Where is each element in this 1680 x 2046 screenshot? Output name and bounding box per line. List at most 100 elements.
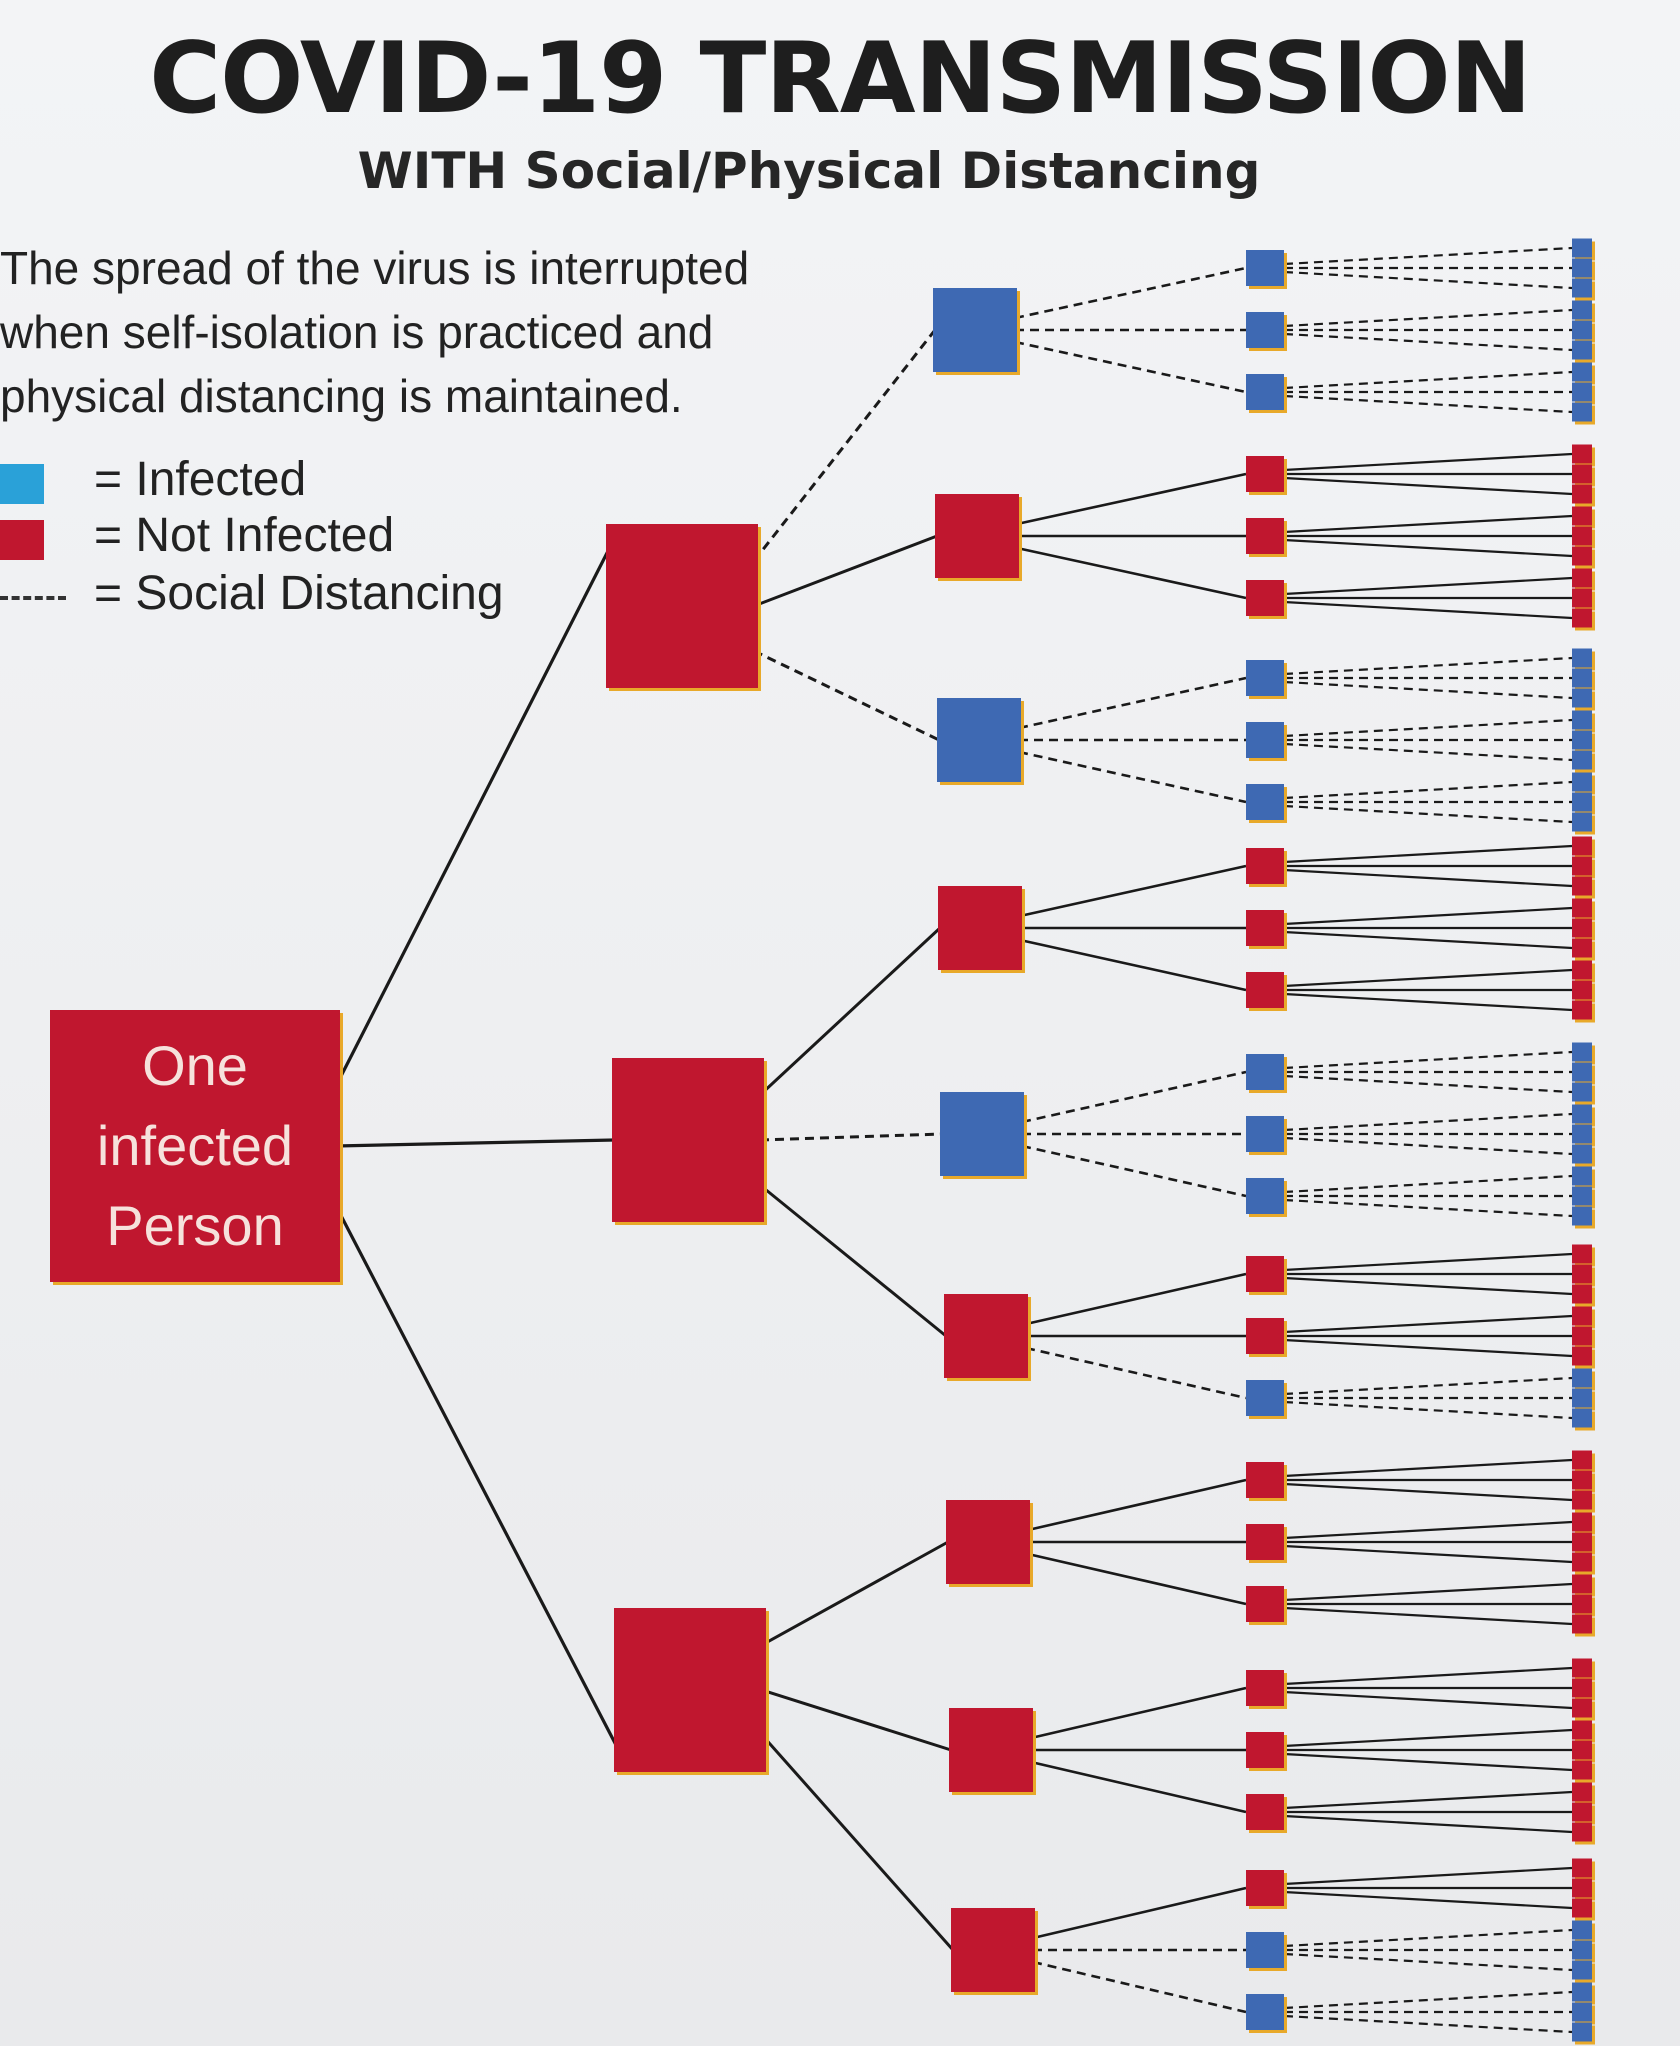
level2-node bbox=[949, 1708, 1033, 1792]
link-level3-to-level4 bbox=[1283, 1790, 1573, 1810]
level4-node bbox=[1572, 1552, 1592, 1560]
level4-node bbox=[1572, 1256, 1592, 1264]
level1-node bbox=[612, 1058, 764, 1222]
link-level3-to-level4 bbox=[1283, 1890, 1573, 1910]
level4-node bbox=[1572, 876, 1592, 884]
level4-node bbox=[1572, 1606, 1592, 1614]
level4-node bbox=[1572, 464, 1592, 472]
link-level2-to-level3 bbox=[1030, 1760, 1247, 1814]
level4-node bbox=[1572, 2014, 1592, 2022]
root-label-line: infected bbox=[96, 1114, 294, 1177]
level4-node bbox=[1572, 1658, 1592, 1666]
level4-node bbox=[1572, 1394, 1592, 1402]
level4-node bbox=[1572, 1374, 1592, 1382]
level4-node bbox=[1572, 930, 1592, 938]
link-level3-to-level4 bbox=[1283, 452, 1573, 472]
link-level3-to-level4 bbox=[1283, 1174, 1573, 1194]
level4-node bbox=[1572, 742, 1592, 750]
level4-node bbox=[1572, 1136, 1592, 1144]
root-node-one-infected-person: One infected Person bbox=[50, 1010, 340, 1282]
level4-node bbox=[1572, 558, 1592, 566]
level4-node bbox=[1572, 1130, 1592, 1138]
level4-node bbox=[1572, 1414, 1592, 1422]
tree-links bbox=[334, 246, 1573, 2034]
level4-node bbox=[1572, 1496, 1592, 1504]
level3-node bbox=[1246, 848, 1284, 884]
link-level3-to-level4 bbox=[1283, 968, 1573, 988]
level4-node bbox=[1572, 1104, 1592, 1112]
level3-node bbox=[1246, 580, 1284, 616]
level4-node bbox=[1572, 1490, 1592, 1498]
level4-node bbox=[1572, 918, 1592, 926]
level4-node bbox=[1572, 1312, 1592, 1320]
level4-node bbox=[1572, 1710, 1592, 1718]
link-level3-to-level4 bbox=[1283, 2014, 1573, 2034]
link-level3-to-level4 bbox=[1283, 370, 1573, 390]
link-level3-to-level4 bbox=[1283, 538, 1573, 558]
link-level3-to-level4 bbox=[1283, 1544, 1573, 1564]
level4-node bbox=[1572, 1380, 1592, 1388]
level3-node bbox=[1246, 722, 1284, 758]
level4-node bbox=[1572, 1420, 1592, 1428]
level2-node bbox=[935, 494, 1019, 578]
level4-node bbox=[1572, 326, 1592, 334]
level4-node bbox=[1572, 320, 1592, 328]
level4-node bbox=[1572, 388, 1592, 396]
level4-node bbox=[1572, 250, 1592, 258]
level4-node bbox=[1572, 238, 1592, 246]
link-level3-to-level4 bbox=[1283, 1482, 1573, 1502]
link-level3-to-level4 bbox=[1283, 1376, 1573, 1396]
link-level3-to-level4 bbox=[1283, 1666, 1573, 1686]
level4-node bbox=[1572, 340, 1592, 348]
level4-node bbox=[1572, 730, 1592, 738]
link-level3-to-level4 bbox=[1283, 1338, 1573, 1358]
level4-node bbox=[1572, 1574, 1592, 1582]
link-level3-to-level4 bbox=[1283, 1690, 1573, 1710]
dashed-line-swatch bbox=[0, 596, 66, 600]
level4-node bbox=[1572, 1116, 1592, 1124]
level4-node bbox=[1572, 1960, 1592, 1968]
level4-node bbox=[1572, 1062, 1592, 1070]
link-level2-to-level3 bbox=[1032, 1886, 1247, 1940]
root-label-line: One bbox=[142, 1034, 248, 1097]
legend-label-not-infected: = Not Infected bbox=[94, 509, 395, 562]
level4-node bbox=[1572, 306, 1592, 314]
level3-node bbox=[1246, 1256, 1284, 1292]
level4-node bbox=[1572, 1150, 1592, 1158]
link-level2-to-level3 bbox=[1021, 1144, 1247, 1198]
legend-item-social-distancing: = Social Distancing bbox=[0, 566, 520, 626]
level2-node bbox=[937, 698, 1021, 782]
link-level3-to-level4 bbox=[1283, 1276, 1573, 1296]
level3-node bbox=[1246, 1732, 1284, 1768]
level4-node bbox=[1572, 1580, 1592, 1588]
link-level1-to-level2 bbox=[753, 649, 940, 742]
level4-node bbox=[1572, 980, 1592, 988]
level4-node bbox=[1572, 1512, 1592, 1520]
level4-node bbox=[1572, 888, 1592, 896]
level4-node bbox=[1572, 804, 1592, 812]
level4-node bbox=[1572, 1704, 1592, 1712]
link-level3-to-level4 bbox=[1283, 1458, 1573, 1478]
level4-node bbox=[1572, 332, 1592, 340]
level4-node bbox=[1572, 1678, 1592, 1686]
infected-swatch bbox=[0, 464, 44, 504]
level4-node bbox=[1572, 1326, 1592, 1334]
level4-node bbox=[1572, 300, 1592, 308]
level4-node bbox=[1572, 264, 1592, 272]
level4-node bbox=[1572, 1600, 1592, 1608]
link-level2-to-level3 bbox=[1016, 472, 1247, 526]
level4-node bbox=[1572, 966, 1592, 974]
level4-node bbox=[1572, 368, 1592, 376]
level3-node bbox=[1246, 518, 1284, 554]
level4-node bbox=[1572, 1834, 1592, 1842]
level4-node bbox=[1572, 688, 1592, 696]
level4-node bbox=[1572, 244, 1592, 252]
level4-node bbox=[1572, 1284, 1592, 1292]
level4-node bbox=[1572, 312, 1592, 320]
level3-node bbox=[1246, 1054, 1284, 1090]
link-level3-to-level4 bbox=[1283, 576, 1573, 596]
level4-node bbox=[1572, 526, 1592, 534]
level4-node bbox=[1572, 476, 1592, 484]
link-level3-to-level4 bbox=[1283, 1606, 1573, 1626]
level4-node bbox=[1572, 862, 1592, 870]
